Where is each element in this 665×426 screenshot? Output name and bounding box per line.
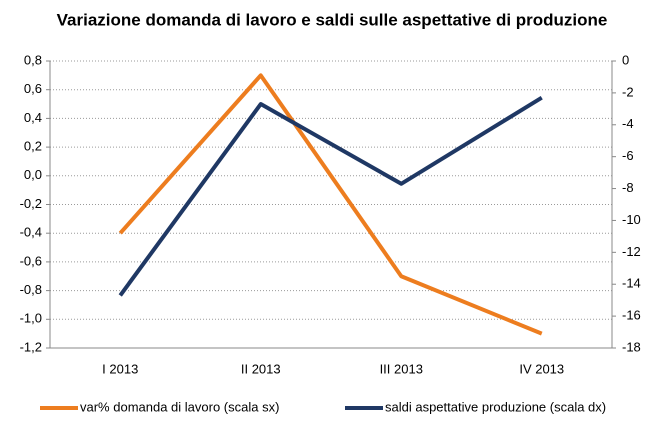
- x-tick-label: I 2013: [102, 361, 138, 376]
- y-tick-label: -0,2: [20, 196, 42, 211]
- x-tick-label: IV 2013: [519, 361, 564, 376]
- y-tick-label: 0,6: [24, 81, 42, 96]
- y-tick-label: -0,8: [20, 282, 42, 297]
- y2-tick-label: 0: [622, 52, 629, 67]
- y2-tick-label: -8: [622, 180, 634, 195]
- y-tick-label: -1,0: [20, 311, 42, 326]
- y-tick-label: -0,6: [20, 253, 42, 268]
- y2-tick-label: -10: [622, 212, 641, 227]
- x-tick-label: III 2013: [380, 361, 423, 376]
- y2-tick-label: -16: [622, 308, 641, 323]
- y-tick-label: 0,0: [24, 167, 42, 182]
- y-tick-label: -0,4: [20, 225, 42, 240]
- y2-tick-label: -18: [622, 339, 641, 354]
- y2-tick-label: -14: [622, 276, 641, 291]
- chart-title: Variazione domanda di lavoro e saldi sul…: [57, 10, 608, 29]
- y2-tick-label: -4: [622, 116, 634, 131]
- y-tick-label: 0,2: [24, 139, 42, 154]
- legend-label: var% domanda di lavoro (scala sx): [80, 399, 279, 414]
- y-tick-label: 0,8: [24, 52, 42, 67]
- y2-tick-label: -12: [622, 244, 641, 259]
- series-line: [118, 73, 543, 336]
- x-tick-label: II 2013: [241, 361, 281, 376]
- y2-tick-label: -2: [622, 84, 634, 99]
- y-tick-label: -1,2: [20, 339, 42, 354]
- legend-label: saldi aspettative produzione (scala dx): [385, 399, 606, 414]
- series-line: [118, 95, 543, 297]
- y-tick-label: 0,4: [24, 110, 42, 125]
- y2-tick-label: -6: [622, 148, 634, 163]
